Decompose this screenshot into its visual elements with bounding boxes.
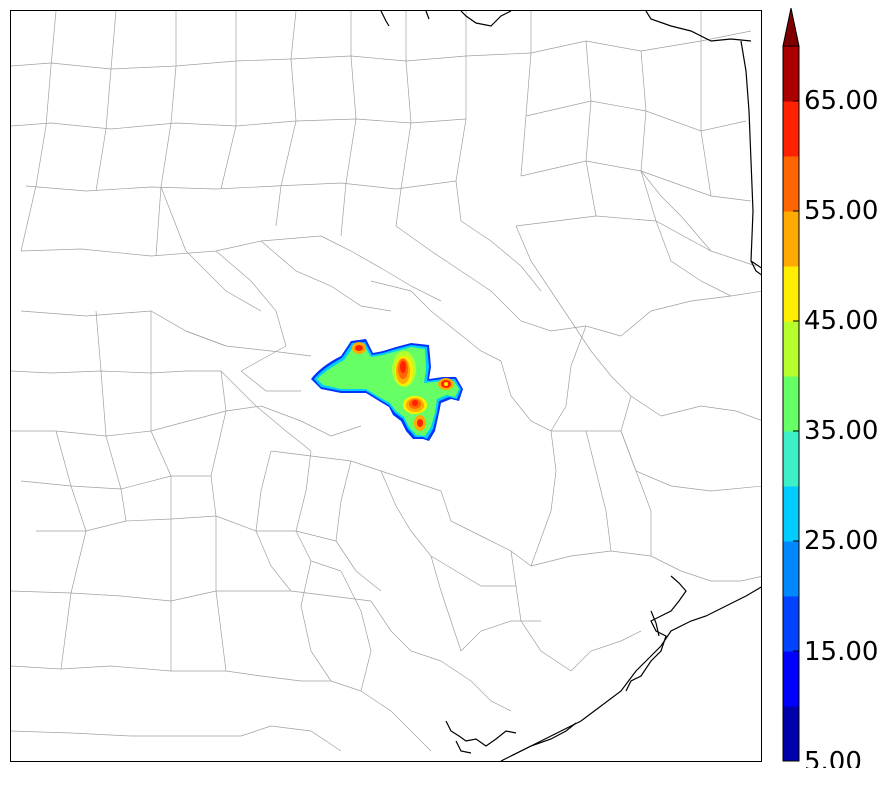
colorbar-swatch bbox=[783, 541, 799, 597]
colorbar-tick-label: 5.00 bbox=[804, 747, 862, 768]
colorbar-ticks: 5.00 15.00 25.00 35.00 45.00 55.00 65.00 bbox=[793, 86, 878, 768]
colorbar-swatch bbox=[783, 486, 799, 542]
colorbar-swatch bbox=[783, 706, 799, 762]
state-border-coastline bbox=[380, 11, 761, 761]
colorbar-tick-label: 35.00 bbox=[804, 416, 878, 446]
reflectivity-echo bbox=[311, 339, 463, 441]
colorbar-swatch bbox=[783, 46, 799, 102]
map-canvas bbox=[11, 11, 761, 761]
colorbar-swatch bbox=[783, 321, 799, 377]
colorbar-tick-label: 65.00 bbox=[804, 86, 878, 116]
county-boundaries bbox=[11, 11, 761, 752]
colorbar-swatch bbox=[783, 101, 799, 157]
colorbar-swatch bbox=[783, 376, 799, 432]
colorbar-tick-label: 45.00 bbox=[804, 306, 878, 336]
colorbar-swatches bbox=[783, 46, 799, 762]
colorbar-extend-arrow bbox=[782, 8, 800, 47]
radar-map bbox=[10, 10, 762, 762]
colorbar-swatch bbox=[783, 431, 799, 487]
colorbar-swatch bbox=[783, 651, 799, 707]
colorbar-tick-label: 15.00 bbox=[804, 637, 878, 667]
colorbar: 5.00 15.00 25.00 35.00 45.00 55.00 65.00 bbox=[782, 8, 878, 768]
colorbar-swatch bbox=[783, 266, 799, 322]
colorbar-outline bbox=[782, 45, 800, 762]
colorbar-swatch bbox=[783, 211, 799, 267]
colorbar-tick-label: 25.00 bbox=[804, 526, 878, 556]
colorbar-swatch bbox=[783, 156, 799, 212]
colorbar-tick-label: 55.00 bbox=[804, 196, 878, 226]
colorbar-swatch bbox=[783, 596, 799, 652]
